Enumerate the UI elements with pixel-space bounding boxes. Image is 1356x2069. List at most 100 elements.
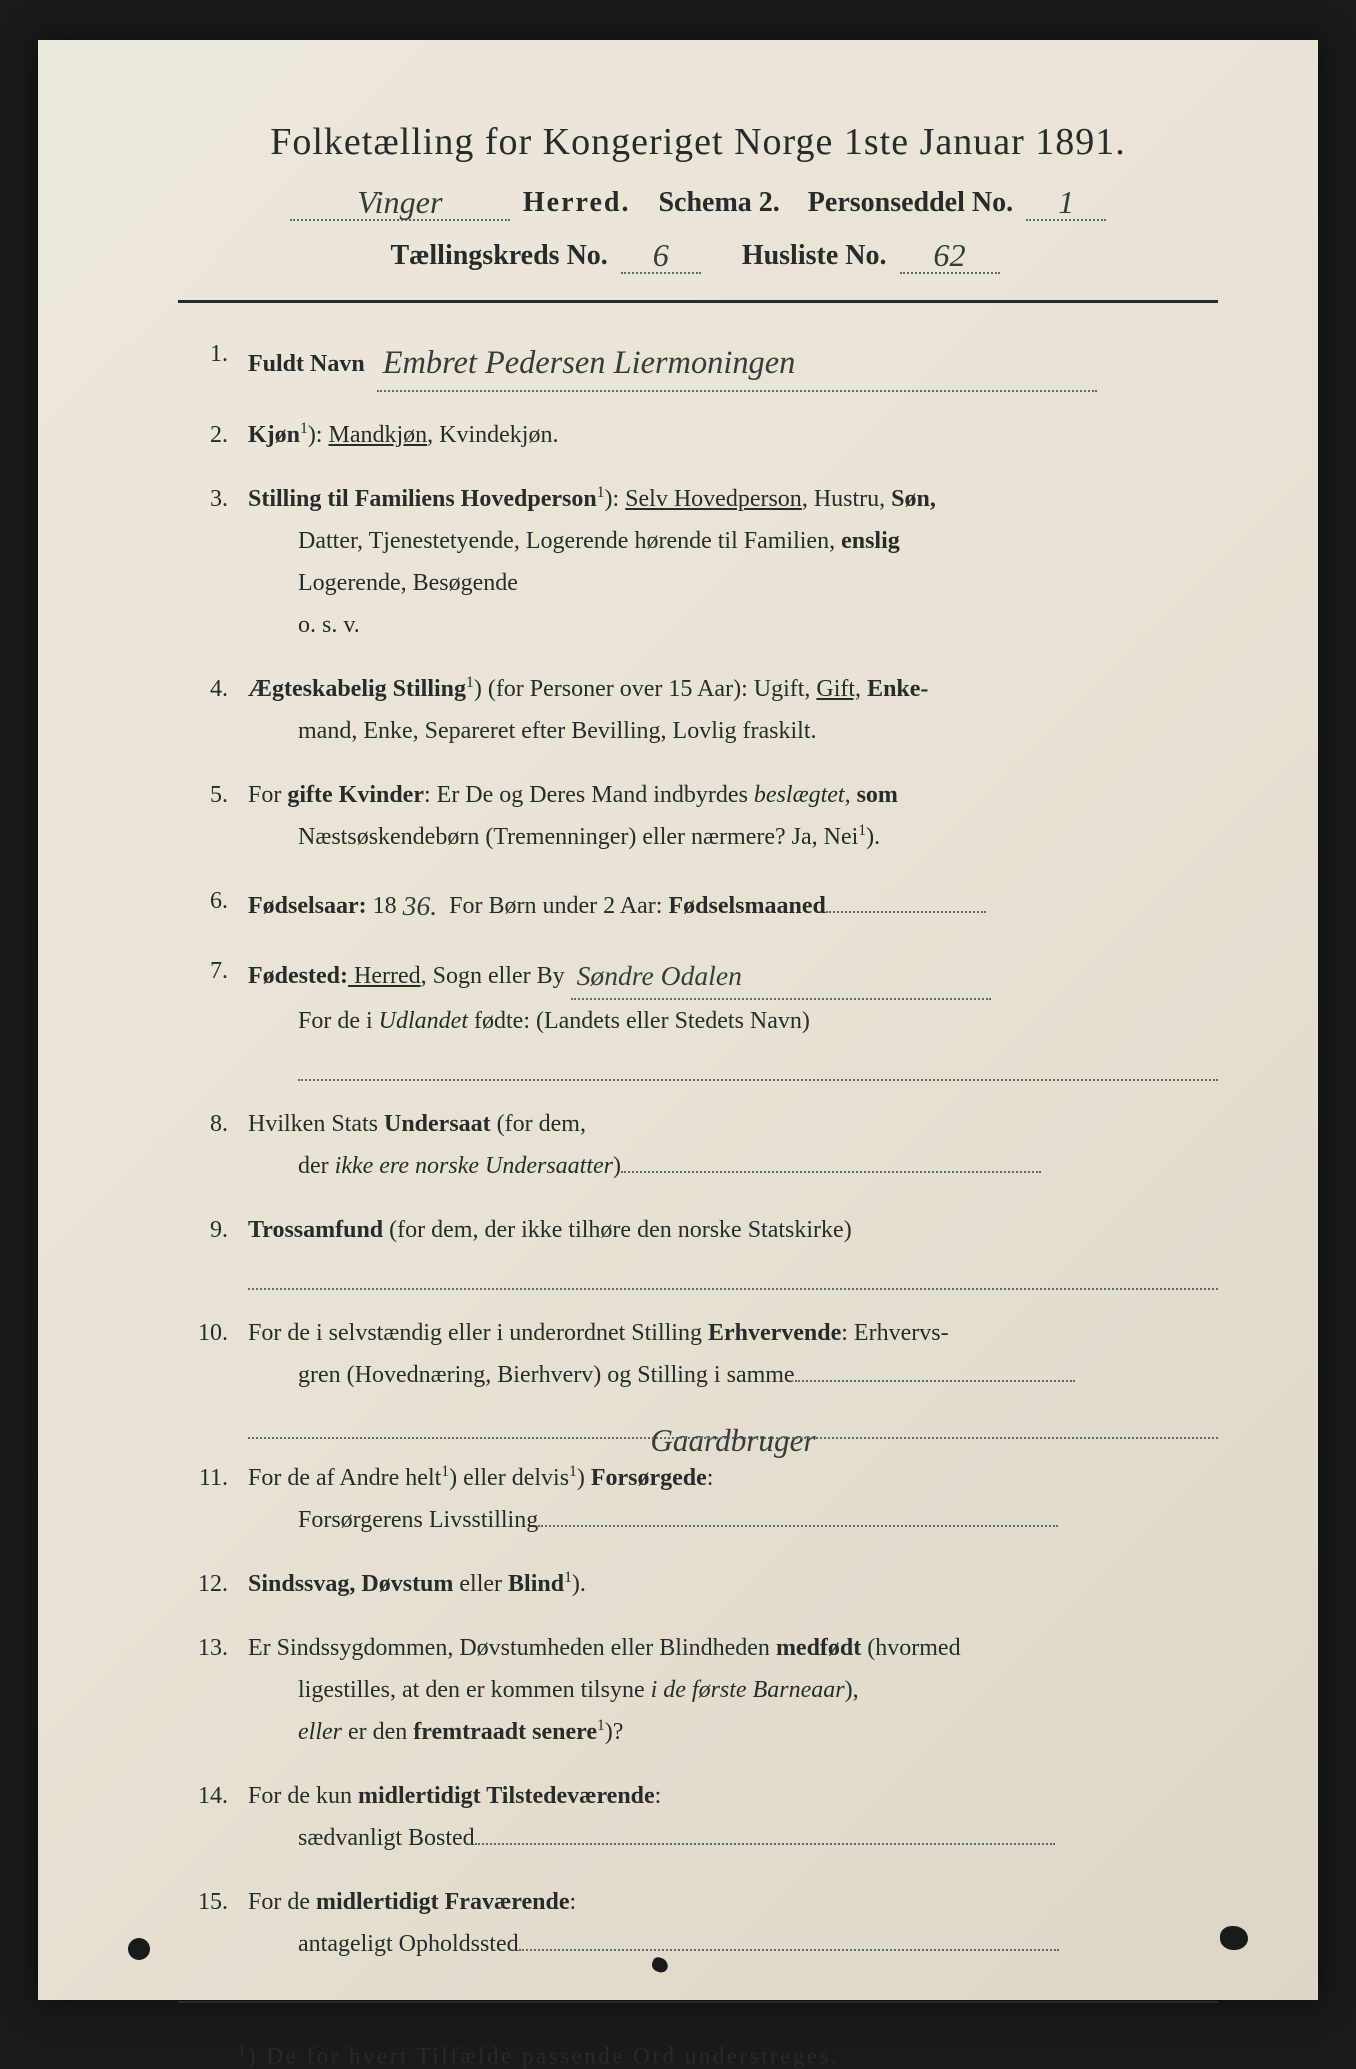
herred-blank: Vinger — [290, 182, 510, 221]
item-14: 14. For de kun midlertidigt Tilstedevære… — [188, 1775, 1218, 1859]
line1-bold: Søn, — [891, 486, 936, 512]
l1b: midlertidigt Tilstedeværende — [358, 1783, 655, 1809]
line2: antageligt Opholdssted — [248, 1923, 1218, 1965]
form-header: Folketælling for Kongeriget Norge 1ste J… — [178, 120, 1218, 274]
item-num: 2. — [188, 414, 248, 456]
dots — [826, 892, 986, 912]
occupation-line: Gaardbruger — [248, 1406, 1218, 1435]
line3: eller er den fremtraadt senere1)? — [248, 1711, 1218, 1753]
item-num: 5. — [188, 774, 248, 858]
rest: (for dem, der ikke tilhøre den norske St… — [383, 1217, 852, 1243]
footnote-sup: 1 — [238, 2043, 248, 2059]
fill-line — [298, 1052, 1218, 1081]
personseddel-value: 1 — [1052, 184, 1080, 220]
personseddel-label: Personseddel No. — [808, 187, 1013, 218]
item-body: Fuldt Navn Embret Pedersen Liermoningen — [248, 333, 1218, 392]
sup: 1 — [300, 420, 308, 437]
l1b: midlertidigt Fraværende — [316, 1889, 570, 1915]
ink-blot — [128, 1938, 150, 1960]
rest1: For Børn under 2 Aar: — [443, 893, 668, 919]
label: Trossamfund — [248, 1217, 383, 1243]
item-body: For de kun midlertidigt Tilstedeværende:… — [248, 1775, 1218, 1859]
l1b: Erhvervende — [708, 1320, 841, 1346]
rest: ): — [605, 486, 626, 512]
item-num: 15. — [188, 1881, 248, 1965]
occupation-value: Gaardbruger — [644, 1423, 821, 1458]
item-body: For de i selvstændig eller i underordnet… — [248, 1312, 1218, 1435]
item-num: 8. — [188, 1103, 248, 1187]
l1b: medfødt — [776, 1635, 861, 1661]
sup: 1 — [466, 674, 474, 691]
kreds-label: Tællingskreds No. — [390, 240, 607, 271]
l1c: : Er De og Deres Mand indbyrdes — [424, 782, 754, 808]
opt-rest: , Kvindekjøn. — [427, 422, 558, 448]
item-10: 10. For de i selvstændig eller i underor… — [188, 1312, 1218, 1435]
l1e: : — [707, 1465, 714, 1491]
item-7: 7. Fødested: Herred, Sogn eller BySøndre… — [188, 950, 1218, 1081]
opt-selected: Gift, — [816, 676, 861, 702]
l1a: For de kun — [248, 1783, 358, 1809]
opt-selected: Herred — [348, 963, 421, 989]
item-num: 12. — [188, 1563, 248, 1605]
item-body: For de af Andre helt1) eller delvis1) Fo… — [248, 1457, 1218, 1541]
item-6: 6. Fødselsaar: 1836. For Børn under 2 Aa… — [188, 880, 1218, 928]
rest2: Fødselsmaaned — [668, 893, 825, 919]
l1c: (for dem, — [491, 1111, 586, 1137]
line2: Forsørgerens Livsstilling — [248, 1499, 1218, 1541]
line2: Datter, Tjenestetyende, Logerende hørend… — [248, 520, 1218, 562]
item-4: 4. Ægteskabelig Stilling1) (for Personer… — [188, 668, 1218, 752]
line1-bold: Enke- — [861, 676, 928, 702]
item-body: Stilling til Familiens Hovedperson1): Se… — [248, 478, 1218, 646]
item-num: 4. — [188, 668, 248, 752]
name-value: Embret Pedersen Liermoningen — [377, 345, 802, 381]
sup: 1 — [597, 484, 605, 501]
herred-value: Vinger — [351, 184, 448, 220]
form-body: 1. Fuldt Navn Embret Pedersen Liermoning… — [178, 333, 1218, 1965]
husliste-blank: 62 — [900, 235, 1000, 274]
item-15: 15. For de midlertidigt Fraværende: anta… — [188, 1881, 1218, 1965]
item-body: Er Sindssygdommen, Døvstumheden eller Bl… — [248, 1627, 1218, 1753]
item-5: 5. For gifte Kvinder: Er De og Deres Man… — [188, 774, 1218, 858]
l1c: : — [570, 1889, 577, 1915]
line2: Næstsøskendebørn (Tremenninger) eller næ… — [248, 816, 1218, 858]
item-body: For gifte Kvinder: Er De og Deres Mand i… — [248, 774, 1218, 858]
header-line-2: Vinger Herred. Schema 2. Personseddel No… — [178, 182, 1218, 221]
line2: gren (Hovednæring, Bierhverv) og Stillin… — [248, 1354, 1218, 1396]
header-line-3: Tællingskreds No. 6 Husliste No. 62 — [178, 235, 1218, 274]
footnote-text: ) De for hvert Tilfælde passende Ord und… — [248, 2043, 839, 2068]
line2: der ikke ere norske Undersaatter) — [248, 1145, 1218, 1187]
item-num: 11. — [188, 1457, 248, 1541]
item-num: 6. — [188, 880, 248, 928]
l1a: Er Sindssygdommen, Døvstumheden eller Bl… — [248, 1635, 776, 1661]
item-body: Fødselsaar: 1836. For Børn under 2 Aar: … — [248, 880, 1218, 928]
husliste-label: Husliste No. — [742, 240, 887, 271]
item-9: 9. Trossamfund (for dem, der ikke tilhør… — [188, 1209, 1218, 1290]
top-divider — [178, 300, 1218, 303]
item-body: Hvilken Stats Undersaat (for dem, der ik… — [248, 1103, 1218, 1187]
item-2: 2. Kjøn1): Mandkjøn, Kvindekjøn. — [188, 414, 1218, 456]
year-prefix: 18 — [367, 893, 397, 919]
item-body: Kjøn1): Mandkjøn, Kvindekjøn. — [248, 414, 1218, 456]
label: Kjøn — [248, 422, 300, 448]
item-body: Ægteskabelig Stilling1) (for Personer ov… — [248, 668, 1218, 752]
l1a: Hvilken Stats — [248, 1111, 384, 1137]
item-num: 3. — [188, 478, 248, 646]
label2: Blind — [508, 1571, 564, 1597]
line2: mand, Enke, Separeret efter Bevilling, L… — [248, 710, 1218, 752]
item-body: Sindssvag, Døvstum eller Blind1). — [248, 1563, 1218, 1605]
item-body: For de midlertidigt Fraværende: antageli… — [248, 1881, 1218, 1965]
l1a: For de — [248, 1889, 316, 1915]
rest: ) (for Personer over 15 Aar): Ugift, — [474, 676, 817, 702]
l1c: (hvormed — [861, 1635, 960, 1661]
line1-rest: , Hustru, — [802, 486, 891, 512]
rest: eller — [453, 1571, 508, 1597]
l1c: ) — [577, 1465, 591, 1491]
label: Stilling til Familiens Hovedperson — [248, 486, 597, 512]
label: Fødested: — [248, 963, 348, 989]
birthplace-value: Søndre Odalen — [571, 960, 748, 991]
line4: o. s. v. — [248, 604, 1218, 646]
item-num: 7. — [188, 950, 248, 1081]
opt-selected: Selv Hovedperson — [625, 486, 802, 512]
l1a: For de af Andre helt — [248, 1465, 441, 1491]
husliste-value: 62 — [927, 237, 971, 273]
